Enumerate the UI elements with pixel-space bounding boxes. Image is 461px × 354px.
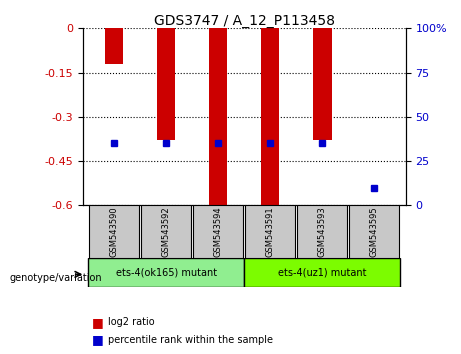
Text: ets-4(uz1) mutant: ets-4(uz1) mutant xyxy=(278,268,366,278)
FancyBboxPatch shape xyxy=(88,258,244,287)
Text: log2 ratio: log2 ratio xyxy=(108,317,155,327)
Text: GSM543592: GSM543592 xyxy=(162,206,171,257)
Text: percentile rank within the sample: percentile rank within the sample xyxy=(108,335,273,345)
Text: ■: ■ xyxy=(92,333,104,346)
Text: GSM543595: GSM543595 xyxy=(370,206,379,257)
FancyBboxPatch shape xyxy=(89,205,139,258)
Text: GSM543591: GSM543591 xyxy=(266,206,275,257)
FancyBboxPatch shape xyxy=(297,205,348,258)
Text: GSM543590: GSM543590 xyxy=(110,206,119,257)
Text: ■: ■ xyxy=(92,316,104,329)
Text: genotype/variation: genotype/variation xyxy=(9,273,102,283)
Text: GDS3747 / A_12_P113458: GDS3747 / A_12_P113458 xyxy=(154,14,335,28)
Bar xyxy=(105,28,123,64)
Text: ets-4(ok165) mutant: ets-4(ok165) mutant xyxy=(116,268,217,278)
Bar xyxy=(261,28,279,205)
FancyBboxPatch shape xyxy=(349,205,399,258)
Text: GSM543593: GSM543593 xyxy=(318,206,327,257)
Bar xyxy=(313,28,331,141)
Text: GSM543594: GSM543594 xyxy=(214,206,223,257)
Bar xyxy=(209,28,227,205)
FancyBboxPatch shape xyxy=(193,205,243,258)
FancyBboxPatch shape xyxy=(244,258,401,287)
FancyBboxPatch shape xyxy=(245,205,296,258)
Bar xyxy=(157,28,175,141)
FancyBboxPatch shape xyxy=(141,205,191,258)
